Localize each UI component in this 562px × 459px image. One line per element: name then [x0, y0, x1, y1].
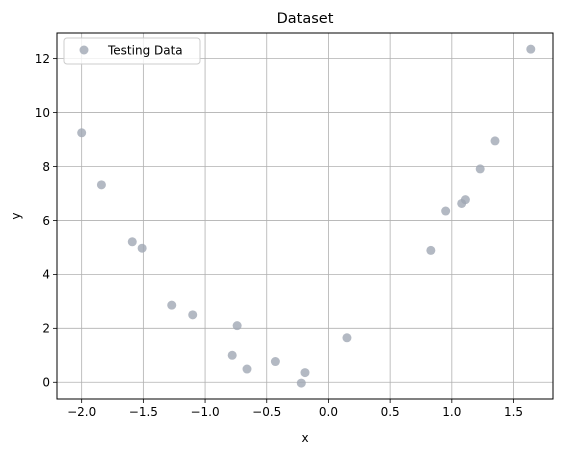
grid-lines	[57, 33, 553, 399]
data-point	[232, 321, 242, 331]
data-points	[77, 44, 536, 388]
data-point	[167, 300, 177, 310]
data-point	[96, 180, 106, 190]
x-tick-label: 1.5	[504, 405, 523, 419]
data-point	[475, 164, 485, 174]
y-tick-label: 10	[35, 106, 50, 120]
data-point	[426, 245, 436, 255]
x-tick-label: −2.0	[67, 405, 96, 419]
x-tick-label: 0.5	[381, 405, 400, 419]
x-tick-label: −0.5	[252, 405, 281, 419]
y-tick-label: 6	[42, 214, 50, 228]
data-point	[441, 206, 451, 216]
x-tick-label: 0.0	[319, 405, 338, 419]
x-tick-label: 1.0	[442, 405, 461, 419]
data-point	[127, 237, 137, 247]
data-point	[77, 128, 87, 138]
legend-marker	[79, 45, 89, 55]
axes-frame	[56, 32, 554, 400]
data-point	[526, 44, 536, 54]
y-tick-label: 8	[42, 160, 50, 174]
data-point	[300, 368, 310, 378]
y-tick-label: 0	[42, 376, 50, 390]
data-point	[342, 333, 352, 343]
y-tick-label: 4	[42, 268, 50, 282]
data-point	[242, 364, 252, 374]
data-point	[460, 195, 470, 205]
legend-box	[63, 37, 201, 65]
data-point	[227, 350, 237, 360]
x-tick-label: −1.5	[129, 405, 158, 419]
y-tick-label: 12	[35, 52, 50, 66]
data-point	[296, 378, 306, 388]
x-tick-label: −1.0	[190, 405, 219, 419]
data-point	[188, 310, 198, 320]
data-point	[137, 243, 147, 253]
x-axis-label: x	[301, 431, 308, 445]
x-axis-ticks: −2.0 −1.5 −1.0 −0.5 0.0 0.5 1.0 1.5	[67, 399, 523, 419]
data-point	[270, 357, 280, 367]
legend: Testing Data	[63, 37, 201, 65]
y-tick-label: 2	[42, 322, 50, 336]
y-axis-label: y	[9, 212, 23, 219]
chart-title: Dataset	[277, 11, 334, 27]
y-axis-ticks: 0 2 4 6 8 10 12	[35, 52, 57, 390]
data-point	[490, 136, 500, 146]
legend-label: Testing Data	[107, 44, 183, 58]
